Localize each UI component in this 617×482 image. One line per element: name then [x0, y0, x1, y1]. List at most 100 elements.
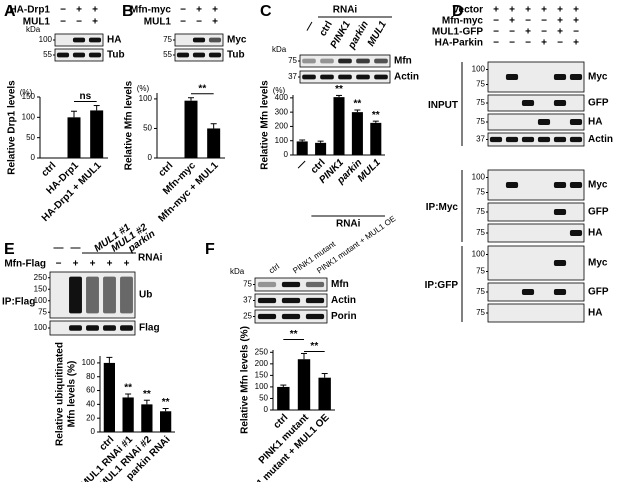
mw-marker: 250	[34, 273, 48, 282]
kda-label: kDa	[272, 45, 287, 54]
condition-sign: −	[56, 259, 62, 270]
significance: **	[198, 83, 206, 94]
x-tick-label: ctrl	[157, 160, 176, 179]
significance: **	[290, 329, 298, 340]
bar	[318, 377, 331, 410]
y-axis-label: Relative ubiquitinated	[55, 342, 66, 446]
condition-sign: +	[573, 5, 579, 16]
mw-marker: 100	[39, 35, 53, 44]
section-label: IP:Myc	[426, 202, 459, 213]
condition-sign: +	[90, 259, 96, 270]
mw-marker: 25	[243, 312, 252, 321]
band	[192, 37, 206, 43]
mw-marker: 75	[476, 207, 485, 216]
mw-marker: 75	[476, 228, 485, 237]
y-tick-label: 150	[255, 370, 269, 379]
mw-marker: 100	[472, 250, 486, 259]
x-tick-label: ctrl	[40, 160, 59, 179]
mw-marker: 75	[288, 56, 297, 65]
lane-label: ctrl	[318, 19, 335, 38]
bar	[90, 110, 104, 158]
condition-sign: −	[493, 16, 499, 27]
bar	[184, 100, 198, 158]
condition-sign: +	[196, 5, 202, 16]
y-axis-label: Relative Mfn levels	[260, 80, 271, 170]
blot-label: Ub	[139, 290, 152, 301]
band	[208, 37, 222, 43]
band	[120, 276, 133, 314]
bar	[297, 359, 311, 410]
y-tick-label: 100	[275, 136, 289, 145]
band	[120, 325, 133, 331]
y-unit: (%)	[137, 84, 150, 93]
y-tick-label: 40	[86, 399, 95, 408]
condition-label: MUL1-GFP	[432, 27, 483, 38]
bar	[333, 97, 345, 155]
band	[553, 182, 567, 188]
band	[88, 52, 102, 58]
lane-label: ctrl	[267, 262, 281, 276]
y-tick-label: 50	[26, 133, 35, 142]
condition-sign: +	[212, 5, 218, 16]
kda-label: kDa	[230, 267, 245, 276]
band	[569, 230, 583, 236]
condition-sign: −	[180, 17, 186, 28]
band	[338, 74, 352, 80]
bar	[296, 141, 308, 155]
band	[56, 52, 70, 58]
mw-marker: 55	[43, 50, 52, 59]
y-tick-label: 300	[275, 107, 289, 116]
band	[320, 58, 334, 64]
significance: **	[143, 389, 151, 400]
band	[69, 276, 82, 314]
band	[86, 276, 99, 314]
blot	[487, 245, 585, 281]
y-tick-label: 50	[143, 124, 152, 133]
blot-label: Mfn	[394, 56, 412, 67]
mw-marker: 100	[472, 65, 486, 74]
mw-marker: 75	[163, 35, 172, 44]
bar	[351, 112, 363, 155]
panel-letter: B	[122, 3, 134, 20]
mw-marker: 75	[476, 267, 485, 276]
blot-label: HA	[588, 117, 602, 128]
band	[281, 297, 301, 304]
significance: ns	[79, 91, 91, 102]
x-tick-label: —	[294, 157, 309, 172]
lane-label: —	[54, 243, 64, 254]
bar	[67, 117, 81, 158]
y-tick-label: 0	[91, 427, 96, 436]
condition-label: Mfn-myc	[130, 5, 172, 16]
mw-marker: 75	[476, 188, 485, 197]
significance: **	[162, 397, 170, 408]
band	[553, 74, 567, 80]
condition-sign: −	[509, 38, 515, 49]
band	[553, 289, 567, 295]
mw-marker: 37	[288, 72, 297, 81]
band	[521, 136, 535, 143]
condition-sign: +	[509, 5, 515, 16]
band	[521, 100, 535, 106]
condition-sign: −	[180, 5, 186, 16]
band	[103, 276, 116, 314]
y-tick-label: 0	[264, 405, 269, 414]
band	[208, 52, 222, 58]
blot	[487, 94, 585, 112]
band	[569, 119, 583, 125]
mw-marker: 37	[243, 296, 252, 305]
condition-label: Vector	[452, 5, 483, 16]
band	[69, 325, 82, 331]
condition-sign: −	[541, 16, 547, 27]
condition-sign: −	[493, 27, 499, 38]
blot	[487, 113, 585, 131]
mw-marker: 75	[476, 98, 485, 107]
significance: **	[335, 84, 343, 95]
band	[302, 58, 316, 64]
condition-sign: −	[60, 5, 66, 16]
band	[505, 136, 519, 143]
lane-group: RNAi	[138, 253, 163, 264]
band	[374, 58, 388, 64]
condition-sign: +	[557, 16, 563, 27]
blot-label: Tub	[227, 50, 245, 61]
mw-marker: 55	[163, 50, 172, 59]
